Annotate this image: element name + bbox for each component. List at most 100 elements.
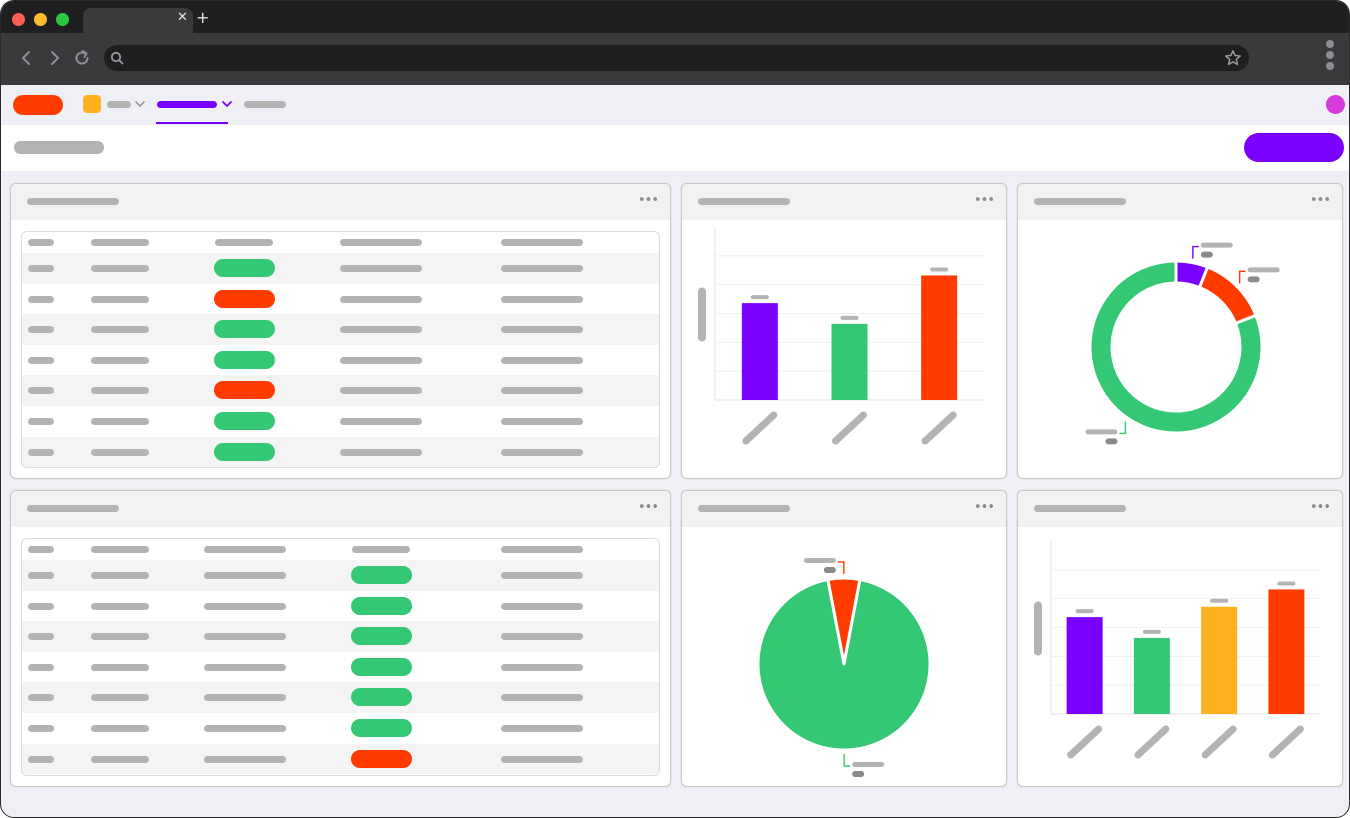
column-header[interactable] (501, 239, 583, 246)
table-row[interactable] (22, 652, 659, 683)
table-row[interactable] (22, 406, 659, 437)
forward-arrow-icon[interactable] (44, 47, 66, 69)
table-row[interactable] (22, 743, 659, 775)
new-tab-icon[interactable]: + (196, 8, 210, 27)
page-title (14, 141, 104, 154)
status-badge (214, 350, 275, 369)
chevron-down-icon[interactable] (221, 99, 233, 109)
app-navbar (1, 85, 1349, 125)
card-title (698, 505, 790, 512)
table-card-1: ••• (10, 183, 671, 479)
table-cell (501, 602, 583, 610)
table-cell (28, 663, 54, 671)
slice-value (1200, 251, 1213, 258)
table-row[interactable] (22, 284, 659, 315)
back-arrow-icon[interactable] (15, 47, 37, 69)
y-axis-label (1034, 601, 1042, 656)
table-cell (91, 448, 149, 456)
reload-icon[interactable] (71, 47, 93, 69)
table-cell (501, 663, 583, 671)
table-row[interactable] (22, 713, 659, 744)
x-tick-label (742, 411, 778, 445)
more-options-icon[interactable]: ••• (637, 193, 659, 208)
more-options-icon[interactable]: ••• (1309, 193, 1331, 208)
column-header[interactable] (501, 546, 583, 553)
table-cell (340, 265, 422, 272)
bar-chart-2 (1034, 541, 1320, 759)
card-header: ••• (1018, 184, 1342, 220)
table-row[interactable] (22, 345, 659, 376)
nav-item[interactable] (244, 101, 286, 108)
table-cell (340, 448, 422, 456)
card-header: ••• (1018, 491, 1342, 527)
primary-action-button[interactable] (1244, 133, 1344, 162)
table-cell (28, 602, 54, 610)
slice-label (1200, 242, 1233, 248)
status-badge (214, 381, 275, 400)
browser-menu-icon[interactable] (1324, 40, 1336, 76)
column-header[interactable] (352, 546, 410, 553)
table-row[interactable] (22, 591, 659, 622)
x-tick-label (1268, 725, 1304, 759)
table-row[interactable] (22, 314, 659, 345)
column-header[interactable] (204, 546, 286, 553)
table-cell (501, 694, 583, 702)
page-header (1, 125, 1349, 171)
more-options-icon[interactable]: ••• (1309, 500, 1331, 515)
slice-value (823, 567, 836, 574)
donut-chart-card: ••• (1017, 183, 1343, 479)
browser-tab[interactable] (83, 8, 193, 33)
table-cell (91, 295, 149, 303)
table-cell (28, 295, 54, 303)
slice-label (852, 761, 885, 767)
table-cell (91, 418, 149, 425)
table-row[interactable] (22, 375, 659, 406)
table-cell (501, 418, 583, 425)
table-cell (28, 418, 54, 425)
table-cell (28, 448, 54, 456)
table-cell (204, 755, 286, 763)
table-row[interactable] (22, 621, 659, 652)
minimize-window-button[interactable] (34, 13, 47, 26)
column-header[interactable] (28, 239, 54, 246)
table-cell (204, 725, 286, 732)
status-badge (351, 596, 412, 615)
column-header[interactable] (215, 239, 273, 246)
table-row[interactable] (22, 682, 659, 713)
user-avatar[interactable] (1326, 95, 1345, 114)
nav-item-active[interactable] (157, 101, 217, 108)
table-row[interactable] (22, 253, 659, 284)
status-badge (214, 412, 275, 430)
bookmark-star-icon[interactable] (1224, 49, 1242, 67)
column-header[interactable] (91, 239, 149, 246)
more-options-icon[interactable]: ••• (637, 500, 659, 515)
table-cell (340, 418, 422, 425)
nav-item-workspace[interactable] (107, 101, 131, 108)
table-cell (91, 602, 149, 610)
column-header[interactable] (91, 546, 149, 553)
bar (831, 323, 868, 400)
column-header[interactable] (28, 546, 54, 553)
app-logo[interactable] (13, 95, 63, 115)
table-cell (91, 265, 149, 272)
more-options-icon[interactable]: ••• (973, 193, 995, 208)
bar (1268, 589, 1305, 714)
more-options-icon[interactable]: ••• (973, 500, 995, 515)
data-label (1075, 609, 1094, 614)
browser-toolbar (1, 33, 1349, 85)
table-row[interactable] (22, 560, 659, 591)
table-cell (340, 326, 422, 334)
x-tick-label (921, 411, 957, 445)
table-cell (28, 694, 54, 702)
close-tab-icon[interactable]: ✕ (177, 10, 188, 25)
address-bar[interactable] (104, 45, 1249, 71)
table-cell (340, 387, 422, 395)
maximize-window-button[interactable] (56, 13, 69, 26)
table-row[interactable] (22, 436, 659, 467)
chevron-down-icon[interactable] (134, 99, 146, 109)
card-title (27, 198, 119, 205)
table-cell (91, 694, 149, 702)
column-header[interactable] (340, 239, 422, 246)
table-cell (501, 265, 583, 272)
close-window-button[interactable] (12, 13, 25, 26)
